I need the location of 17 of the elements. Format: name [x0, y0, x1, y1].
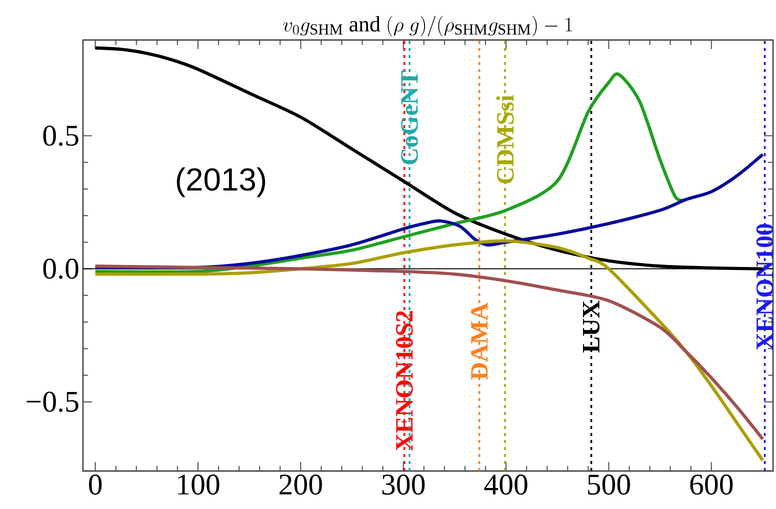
ref-line-label: DAMA	[471, 302, 488, 380]
ref-line-label: CDMSsi	[496, 95, 514, 184]
ref-line-label: XENON10S2	[396, 311, 413, 451]
x-tick-label: 300	[382, 474, 425, 495]
ref-line-label: CoGeNT	[401, 70, 418, 164]
annotation: (2013)	[176, 167, 266, 198]
x-tick-label: 200	[280, 474, 322, 495]
x-tick-label: 600	[690, 474, 733, 495]
chart-title: $v_0 g_{\mathrm{SHM}}\mbox{ and }(\rho\ g)/(\rho_{\mathrm{SHM}} g_{\mathrm{SHM}}) - 1$	[283, 16, 572, 37]
y-tick-label: 0.5	[43, 126, 78, 146]
ref-line-label: LUX	[582, 300, 600, 353]
y-tick-label: 0.0	[43, 258, 78, 279]
x-tick-label: 100	[178, 474, 220, 495]
x-tick-label: 0	[88, 474, 102, 495]
y-tick-label: −0.5	[26, 392, 78, 412]
x-tick-label: 400	[484, 474, 528, 495]
x-tick-label: 500	[588, 474, 630, 495]
